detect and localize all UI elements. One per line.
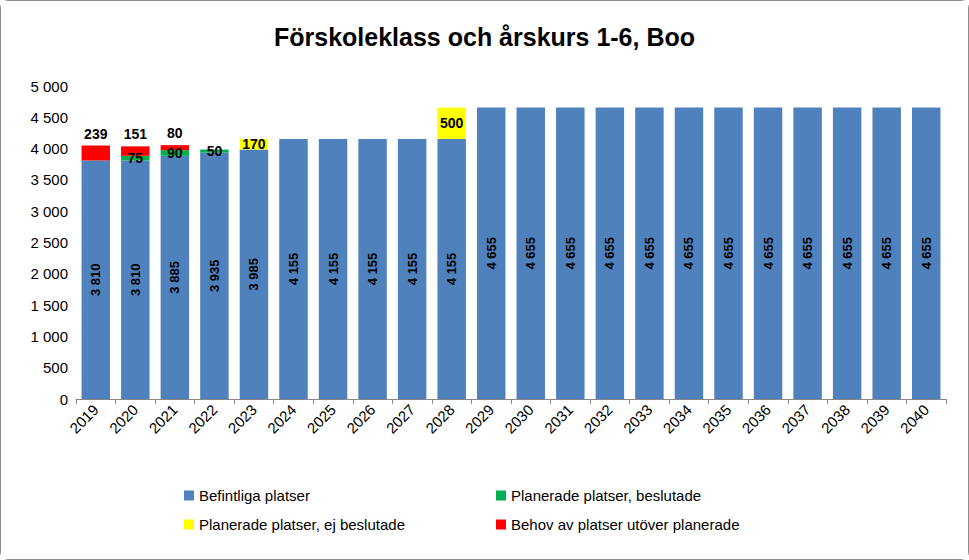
svg-text:2027: 2027 <box>383 401 419 437</box>
svg-text:3 885: 3 885 <box>167 261 182 294</box>
svg-text:151: 151 <box>124 126 148 142</box>
svg-text:2030: 2030 <box>501 401 537 437</box>
svg-text:2020: 2020 <box>106 401 142 437</box>
svg-text:2032: 2032 <box>580 401 616 437</box>
svg-text:1 500: 1 500 <box>30 297 68 314</box>
svg-text:3 810: 3 810 <box>88 263 103 296</box>
svg-text:Behov av platser utöver planer: Behov av platser utöver planerade <box>511 516 739 533</box>
svg-text:75: 75 <box>128 150 144 166</box>
svg-text:4 155: 4 155 <box>286 253 301 286</box>
svg-text:239: 239 <box>84 126 108 142</box>
svg-text:2031: 2031 <box>541 401 577 437</box>
svg-text:2021: 2021 <box>145 401 181 437</box>
svg-text:2024: 2024 <box>264 401 300 437</box>
svg-text:2019: 2019 <box>66 401 102 437</box>
svg-text:2033: 2033 <box>620 401 656 437</box>
svg-text:4 655: 4 655 <box>484 237 499 270</box>
svg-text:4 500: 4 500 <box>30 109 68 126</box>
svg-text:3 000: 3 000 <box>30 203 68 220</box>
svg-text:Förskoleklass och årskurs 1-6,: Förskoleklass och årskurs 1-6, Boo <box>274 23 695 51</box>
svg-text:4 655: 4 655 <box>800 237 815 270</box>
svg-text:4 655: 4 655 <box>563 237 578 270</box>
svg-text:4 655: 4 655 <box>602 237 617 270</box>
svg-text:Planerade platser, beslutade: Planerade platser, beslutade <box>511 487 701 504</box>
svg-text:5 000: 5 000 <box>30 78 68 95</box>
svg-text:4 155: 4 155 <box>444 253 459 286</box>
svg-text:2025: 2025 <box>303 401 339 437</box>
svg-text:2035: 2035 <box>699 401 735 437</box>
svg-text:2026: 2026 <box>343 401 379 437</box>
svg-text:4 655: 4 655 <box>681 237 696 270</box>
svg-text:2 500: 2 500 <box>30 234 68 251</box>
svg-text:2037: 2037 <box>778 401 814 437</box>
svg-text:90: 90 <box>167 145 183 161</box>
svg-text:2036: 2036 <box>738 401 774 437</box>
svg-text:4 655: 4 655 <box>879 237 894 270</box>
svg-text:3 985: 3 985 <box>246 258 261 291</box>
svg-text:4 155: 4 155 <box>326 253 341 286</box>
svg-text:50: 50 <box>207 143 223 159</box>
svg-text:2038: 2038 <box>818 401 854 437</box>
svg-text:2 000: 2 000 <box>30 265 68 282</box>
svg-text:Befintliga platser: Befintliga platser <box>199 487 310 504</box>
svg-text:500: 500 <box>43 359 68 376</box>
svg-text:3 500: 3 500 <box>30 171 68 188</box>
svg-text:80: 80 <box>167 125 183 141</box>
svg-text:2029: 2029 <box>462 401 498 437</box>
svg-text:170: 170 <box>242 136 266 152</box>
svg-text:4 655: 4 655 <box>919 237 934 270</box>
svg-text:4 655: 4 655 <box>642 237 657 270</box>
svg-text:2040: 2040 <box>897 401 933 437</box>
svg-text:3 810: 3 810 <box>128 263 143 296</box>
svg-text:4 655: 4 655 <box>721 237 736 270</box>
svg-text:3 935: 3 935 <box>207 260 222 293</box>
svg-text:1 000: 1 000 <box>30 328 68 345</box>
svg-text:2039: 2039 <box>857 401 893 437</box>
svg-text:2034: 2034 <box>659 401 695 437</box>
svg-text:4 655: 4 655 <box>523 237 538 270</box>
svg-text:2028: 2028 <box>422 401 458 437</box>
svg-text:500: 500 <box>440 115 464 131</box>
svg-text:4 155: 4 155 <box>365 253 380 286</box>
svg-text:2022: 2022 <box>185 401 221 437</box>
svg-text:4 655: 4 655 <box>840 237 855 270</box>
svg-text:Planerade platser, ej beslutad: Planerade platser, ej beslutade <box>199 516 405 533</box>
svg-text:2023: 2023 <box>224 401 260 437</box>
svg-text:4 000: 4 000 <box>30 140 68 157</box>
svg-text:0: 0 <box>60 391 68 408</box>
svg-text:4 155: 4 155 <box>405 253 420 286</box>
svg-text:4 655: 4 655 <box>761 237 776 270</box>
